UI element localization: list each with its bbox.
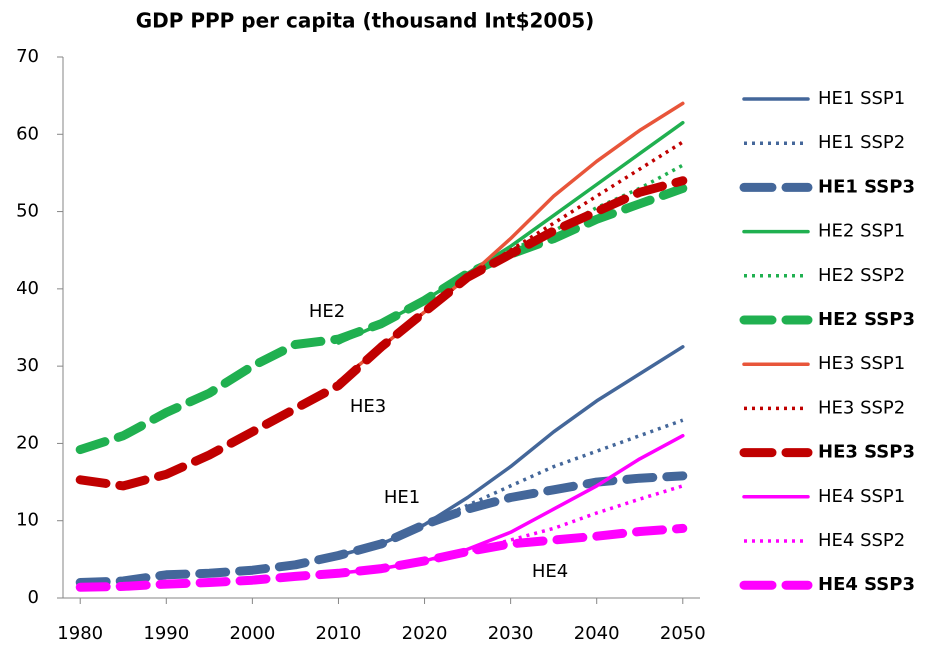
series-line (75, 176, 688, 491)
series-line (336, 345, 685, 558)
legend-entry: HE3 SSP1 (742, 353, 905, 374)
legend-label: HE3 SSP2 (818, 397, 905, 418)
legend-entry: HE2 SSP3 (739, 309, 915, 330)
y-tick-label: 0 (28, 587, 39, 608)
legend-label: HE4 SSP1 (818, 486, 905, 507)
annotation: HE1 (384, 487, 420, 508)
legend-label: HE2 SSP2 (818, 265, 905, 286)
annotation: HE2 (309, 301, 345, 322)
legend-label: HE4 SSP2 (818, 530, 905, 551)
y-tick-label: 30 (16, 355, 39, 376)
x-tick-label: 2020 (402, 623, 448, 644)
legend-entry: HE4 SSP1 (742, 486, 905, 507)
legend-entry: HE3 SSP2 (744, 397, 905, 418)
series-line (337, 140, 684, 383)
legend-label: HE2 SSP3 (818, 309, 915, 330)
x-tick-label: 2040 (574, 623, 620, 644)
legend-entry: HE1 SSP1 (742, 88, 905, 109)
legend-entry: HE3 SSP3 (739, 442, 915, 463)
legend-entry: HE1 SSP3 (739, 176, 915, 197)
legend-entry: HE1 SSP2 (744, 132, 905, 153)
x-tick-label: 2050 (660, 623, 706, 644)
legend-label: HE1 SSP2 (818, 132, 905, 153)
legend-label: HE4 SSP3 (818, 574, 915, 595)
chart-title: GDP PPP per capita (thousand Int$2005) (136, 9, 595, 33)
series-line (338, 418, 684, 558)
legend-label: HE3 SSP3 (818, 442, 915, 463)
legend-label: HE2 SSP1 (818, 221, 905, 242)
legend-entry: HE4 SSP3 (739, 574, 915, 595)
y-tick-label: 70 (16, 46, 39, 67)
series-line (75, 183, 688, 455)
series-line (75, 471, 688, 587)
y-tick-label: 10 (16, 510, 39, 531)
y-tick-label: 50 (16, 201, 39, 222)
series-line (75, 523, 688, 592)
legend-entry: HE2 SSP2 (744, 265, 905, 286)
x-tick-label: 2030 (488, 623, 534, 644)
annotation: HE3 (350, 396, 386, 417)
y-tick-label: 60 (16, 123, 39, 144)
legend-entry: HE2 SSP1 (742, 221, 905, 242)
annotation: HE4 (532, 561, 568, 582)
series-line (336, 120, 685, 345)
x-tick-label: 1980 (57, 623, 103, 644)
legend-entry: HE4 SSP2 (744, 530, 905, 551)
x-tick-label: 2010 (316, 623, 362, 644)
x-tick-label: 1990 (143, 623, 189, 644)
legend-label: HE3 SSP1 (818, 353, 905, 374)
y-tick-label: 40 (16, 278, 39, 299)
x-tick-label: 2000 (229, 623, 275, 644)
legend-label: HE1 SSP1 (818, 88, 905, 109)
legend-label: HE1 SSP3 (818, 176, 915, 197)
y-tick-label: 20 (16, 432, 39, 453)
